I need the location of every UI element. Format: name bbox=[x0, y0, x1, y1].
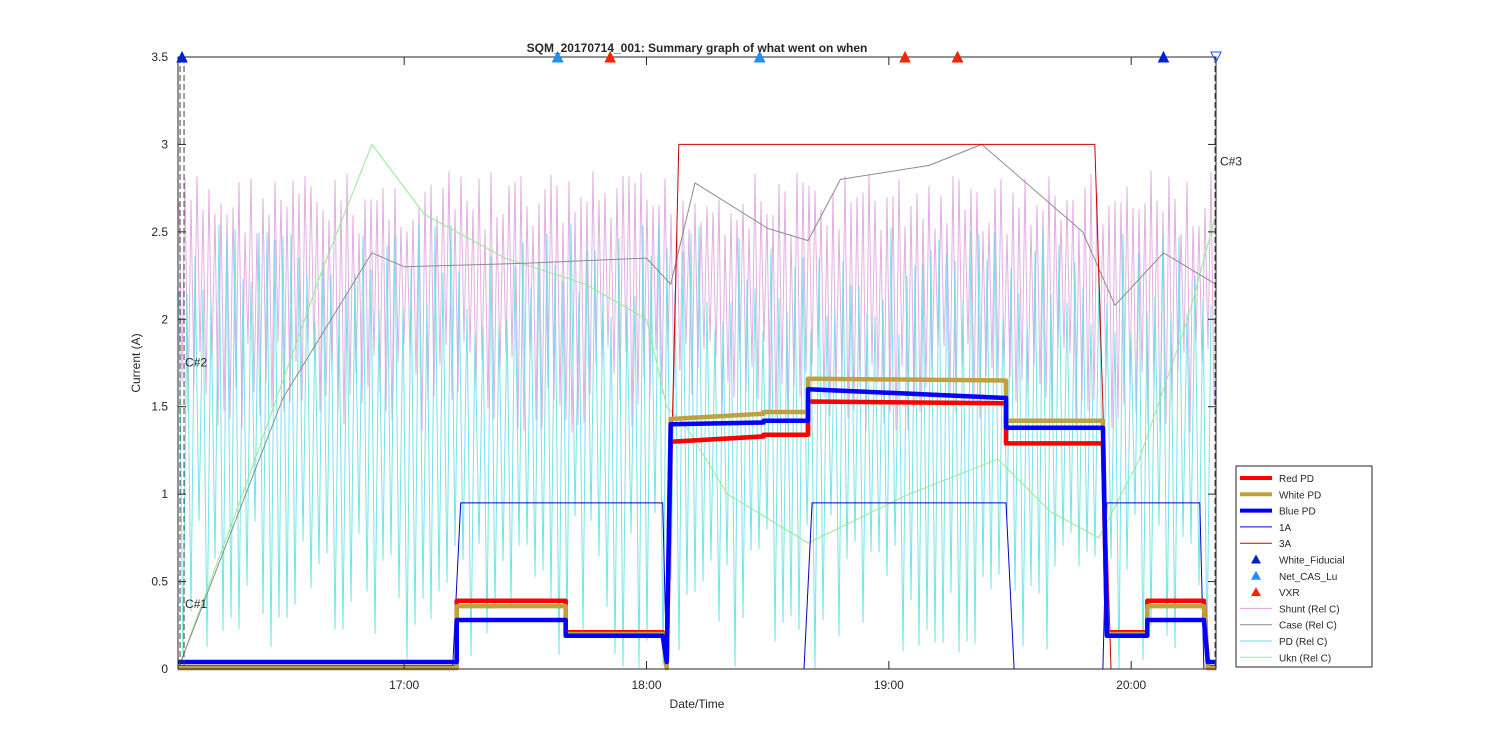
annotations: C#1 C#2 C#3 bbox=[185, 154, 1242, 610]
x-axis-label: Date/Time bbox=[670, 697, 725, 711]
series-layer bbox=[177, 143, 1217, 671]
x-tick-label: 17:00 bbox=[389, 678, 419, 692]
legend-item-vxr-label: VXR bbox=[1279, 588, 1300, 599]
rel-c-noise-layer bbox=[178, 170, 1215, 669]
series-blue-pd bbox=[178, 386, 1216, 665]
vxr-marker bbox=[951, 50, 964, 63]
y-tick-label: 3 bbox=[161, 137, 168, 151]
vxr-marker bbox=[899, 50, 911, 63]
y-tick-label: 1 bbox=[161, 487, 168, 501]
net-cas-lu-marker bbox=[753, 50, 766, 63]
legend-item-1a-label: 1A bbox=[1279, 523, 1292, 534]
end-marker bbox=[1210, 51, 1222, 64]
legend-item-shunt-rel-c-label: Shunt (Rel C) bbox=[1279, 604, 1340, 615]
y-tick-label: 0 bbox=[161, 662, 168, 676]
legend-item-pd-rel-c-label: PD (Rel C) bbox=[1279, 637, 1327, 648]
legend-item-white-pd-label: White PD bbox=[1279, 490, 1321, 501]
legend-item-3a-label: 3A bbox=[1279, 539, 1292, 550]
legend: Red PD White PD Blue PD 1A 3A White_Fiducial N… bbox=[1235, 465, 1373, 668]
net-cas-lu-marker bbox=[551, 50, 564, 63]
y-tick-label: 0.5 bbox=[151, 575, 168, 589]
legend-item-red-pd-label: Red PD bbox=[1279, 474, 1314, 485]
white-fiducial-marker bbox=[1157, 50, 1170, 63]
y-tick-label: 3.5 bbox=[151, 50, 168, 64]
vxr-marker bbox=[604, 50, 616, 63]
legend-box bbox=[1235, 465, 1373, 668]
legend-item-net-cas-lu-label: Net_CAS_Lu bbox=[1279, 572, 1337, 583]
annotation-c2: C#2 bbox=[185, 355, 207, 369]
series-pd-rel-c bbox=[178, 223, 1212, 669]
legend-item-net-cas-lu-symbol bbox=[1251, 570, 1261, 580]
y-tick-label: 2 bbox=[161, 312, 168, 326]
chart-title: SQM_20170714_001: Summary graph of what … bbox=[527, 41, 868, 55]
fiducial-markers bbox=[176, 50, 1222, 669]
annotation-c3: C#3 bbox=[1220, 154, 1242, 168]
y-axis-label: Current (A) bbox=[129, 333, 143, 392]
legend-item-vxr-symbol bbox=[1251, 587, 1261, 597]
series-case-rel-c bbox=[177, 143, 1217, 670]
legend-item-white-fiducial-label: White_Fiducial bbox=[1279, 556, 1345, 567]
legend-item-case-rel-c-label: Case (Rel C) bbox=[1279, 621, 1337, 632]
x-tick-label: 18:00 bbox=[631, 678, 661, 692]
y-tick-label: 2.5 bbox=[151, 225, 168, 239]
series-ukn-rel-c bbox=[177, 143, 1217, 670]
legend-item-blue-pd-label: Blue PD bbox=[1279, 507, 1316, 518]
legend-item-white-fiducial-symbol bbox=[1251, 554, 1261, 564]
annotation-c1: C#1 bbox=[185, 597, 207, 611]
white-fiducial-marker bbox=[176, 50, 188, 63]
x-tick-label: 20:00 bbox=[1116, 678, 1146, 692]
series-1a bbox=[178, 502, 1216, 670]
axes: 17:00 18:00 19:00 20:00 0 0.5 1 1.5 2 2.5 3 3.5 bbox=[151, 50, 1216, 692]
legend-item-ukn-rel-c-label: Ukn (Rel C) bbox=[1279, 653, 1331, 664]
y-tick-label: 1.5 bbox=[151, 400, 168, 414]
series-shunt-rel-c bbox=[178, 170, 1215, 433]
plot-area bbox=[177, 56, 1217, 670]
x-tick-label: 19:00 bbox=[874, 678, 904, 692]
